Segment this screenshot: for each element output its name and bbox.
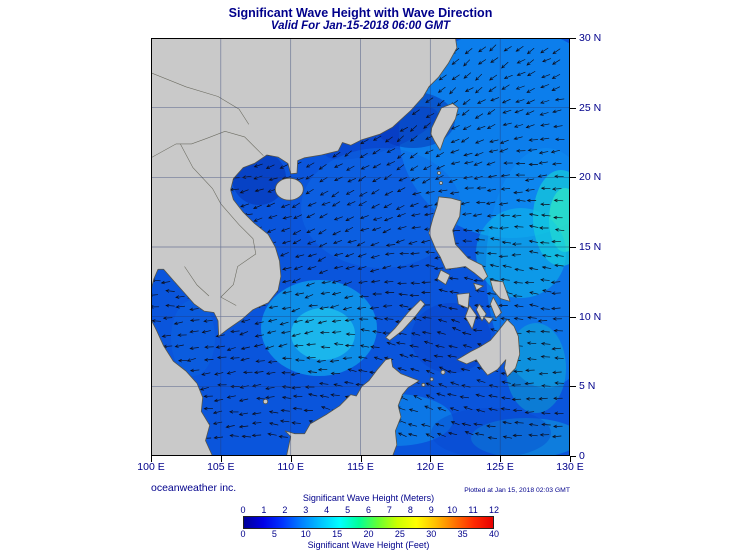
land-mindoro xyxy=(436,269,451,286)
legend-meters-tick: 4 xyxy=(324,505,330,515)
page-title: Significant Wave Height with Wave Direct… xyxy=(228,6,493,20)
lon-tick-mark xyxy=(151,456,152,462)
lat-tick-mark xyxy=(570,386,576,388)
map-plot-area xyxy=(151,38,570,456)
legend-feet-tick: 30 xyxy=(426,529,437,539)
legend-feet-ticks: 0 5 10 15 20 25 30 35 40 xyxy=(240,529,499,539)
lon-tick-mark xyxy=(290,456,292,462)
lat-tick-mark xyxy=(570,247,576,248)
lon-tick-label: 110 E xyxy=(277,461,304,473)
legend-feet-tick: 15 xyxy=(332,529,343,539)
land-batanes-island xyxy=(437,171,441,175)
lat-tick-mark xyxy=(570,38,576,39)
land-hainan xyxy=(274,177,304,201)
legend-meters-tick: 11 xyxy=(468,505,478,515)
valid-time-subtitle: Valid For Jan-15-2018 06:00 GMT xyxy=(270,20,451,32)
legend-meters-ticks: 0 1 2 3 4 5 6 7 8 9 10 11 12 xyxy=(240,505,499,515)
legend-feet-tick: 20 xyxy=(363,529,374,539)
land-asia-mainland xyxy=(151,38,458,337)
land-malay-peninsula xyxy=(151,319,213,456)
lon-tick-mark xyxy=(500,456,502,462)
lon-tick-mark xyxy=(220,456,222,462)
land-masbate xyxy=(473,282,484,291)
lat-tick-label: 15 N xyxy=(579,241,602,253)
lat-tick-label: 20 N xyxy=(579,171,602,184)
legend-feet-tick: 10 xyxy=(300,529,311,539)
lat-tick-label: 5 N xyxy=(579,380,596,393)
legend-meters-tick: 9 xyxy=(428,505,434,515)
map-frame xyxy=(151,38,570,456)
lat-tick-mark xyxy=(570,316,576,318)
lat-tick-label: 0 xyxy=(579,450,585,462)
legend-meters-tick: 8 xyxy=(407,505,413,515)
legend-meters-tick: 5 xyxy=(345,505,351,515)
lon-tick-mark xyxy=(570,456,571,462)
lat-tick-label: 10 N xyxy=(579,310,602,323)
plotted-at-timestamp: Plotted at Jan 15, 2018 02:03 GMT xyxy=(464,487,570,494)
lon-tick-label: 100 E xyxy=(137,461,165,473)
legend-meters-tick: 12 xyxy=(488,505,499,515)
legend-meters-tick: 6 xyxy=(365,505,371,515)
legend-meters-tick: 2 xyxy=(282,505,288,515)
legend-meters-tick: 3 xyxy=(303,505,309,515)
legend-feet-tick: 5 xyxy=(271,529,277,539)
lat-tick-label: 25 N xyxy=(579,101,602,114)
map-canvas xyxy=(151,38,570,456)
lon-tick-label: 120 E xyxy=(416,461,445,473)
lat-tick-label: 30 N xyxy=(579,32,602,44)
lon-tick-label: 125 E xyxy=(486,461,514,473)
lat-tick-mark xyxy=(570,177,576,179)
lat-tick-mark xyxy=(570,456,576,457)
lon-tick-mark xyxy=(360,456,362,462)
legend-meters-tick: 1 xyxy=(261,505,267,515)
legend-meters-tick: 10 xyxy=(447,505,458,515)
land-negros xyxy=(464,305,477,330)
land-taiwan xyxy=(430,103,459,151)
legend-feet-label: Significant Wave Height (Feet) xyxy=(307,540,430,550)
lon-tick-label: 130 E xyxy=(556,461,584,473)
legend-meters-tick: 0 xyxy=(240,505,246,515)
legend-colorbar xyxy=(243,516,494,529)
land-bohol xyxy=(482,316,494,325)
land-leyte xyxy=(489,296,503,319)
land-layer xyxy=(151,38,521,456)
land-sulu-island xyxy=(440,369,446,375)
grid-layer xyxy=(151,38,570,456)
land-palawan xyxy=(385,299,426,341)
lon-tick-mark xyxy=(430,456,432,462)
legend-feet-tick: 40 xyxy=(488,529,499,539)
legend-feet-tick: 35 xyxy=(457,529,468,539)
land-mindanao xyxy=(456,319,521,378)
lon-tick-label: 115 E xyxy=(347,461,374,473)
land-borneo xyxy=(284,357,420,456)
credit: oceanweather inc. xyxy=(151,482,237,494)
lon-tick-label: 105 E xyxy=(207,461,235,473)
lat-tick-mark xyxy=(570,107,576,109)
legend-meters-label: Significant Wave Height (Meters) xyxy=(302,493,435,503)
legend-meters-tick: 7 xyxy=(386,505,392,515)
legend-feet-tick: 0 xyxy=(240,529,246,539)
land-natuna-island xyxy=(262,398,269,405)
country-borders-layer xyxy=(151,72,264,306)
legend-feet-tick: 25 xyxy=(394,529,405,539)
land-batanes-island xyxy=(439,181,443,185)
